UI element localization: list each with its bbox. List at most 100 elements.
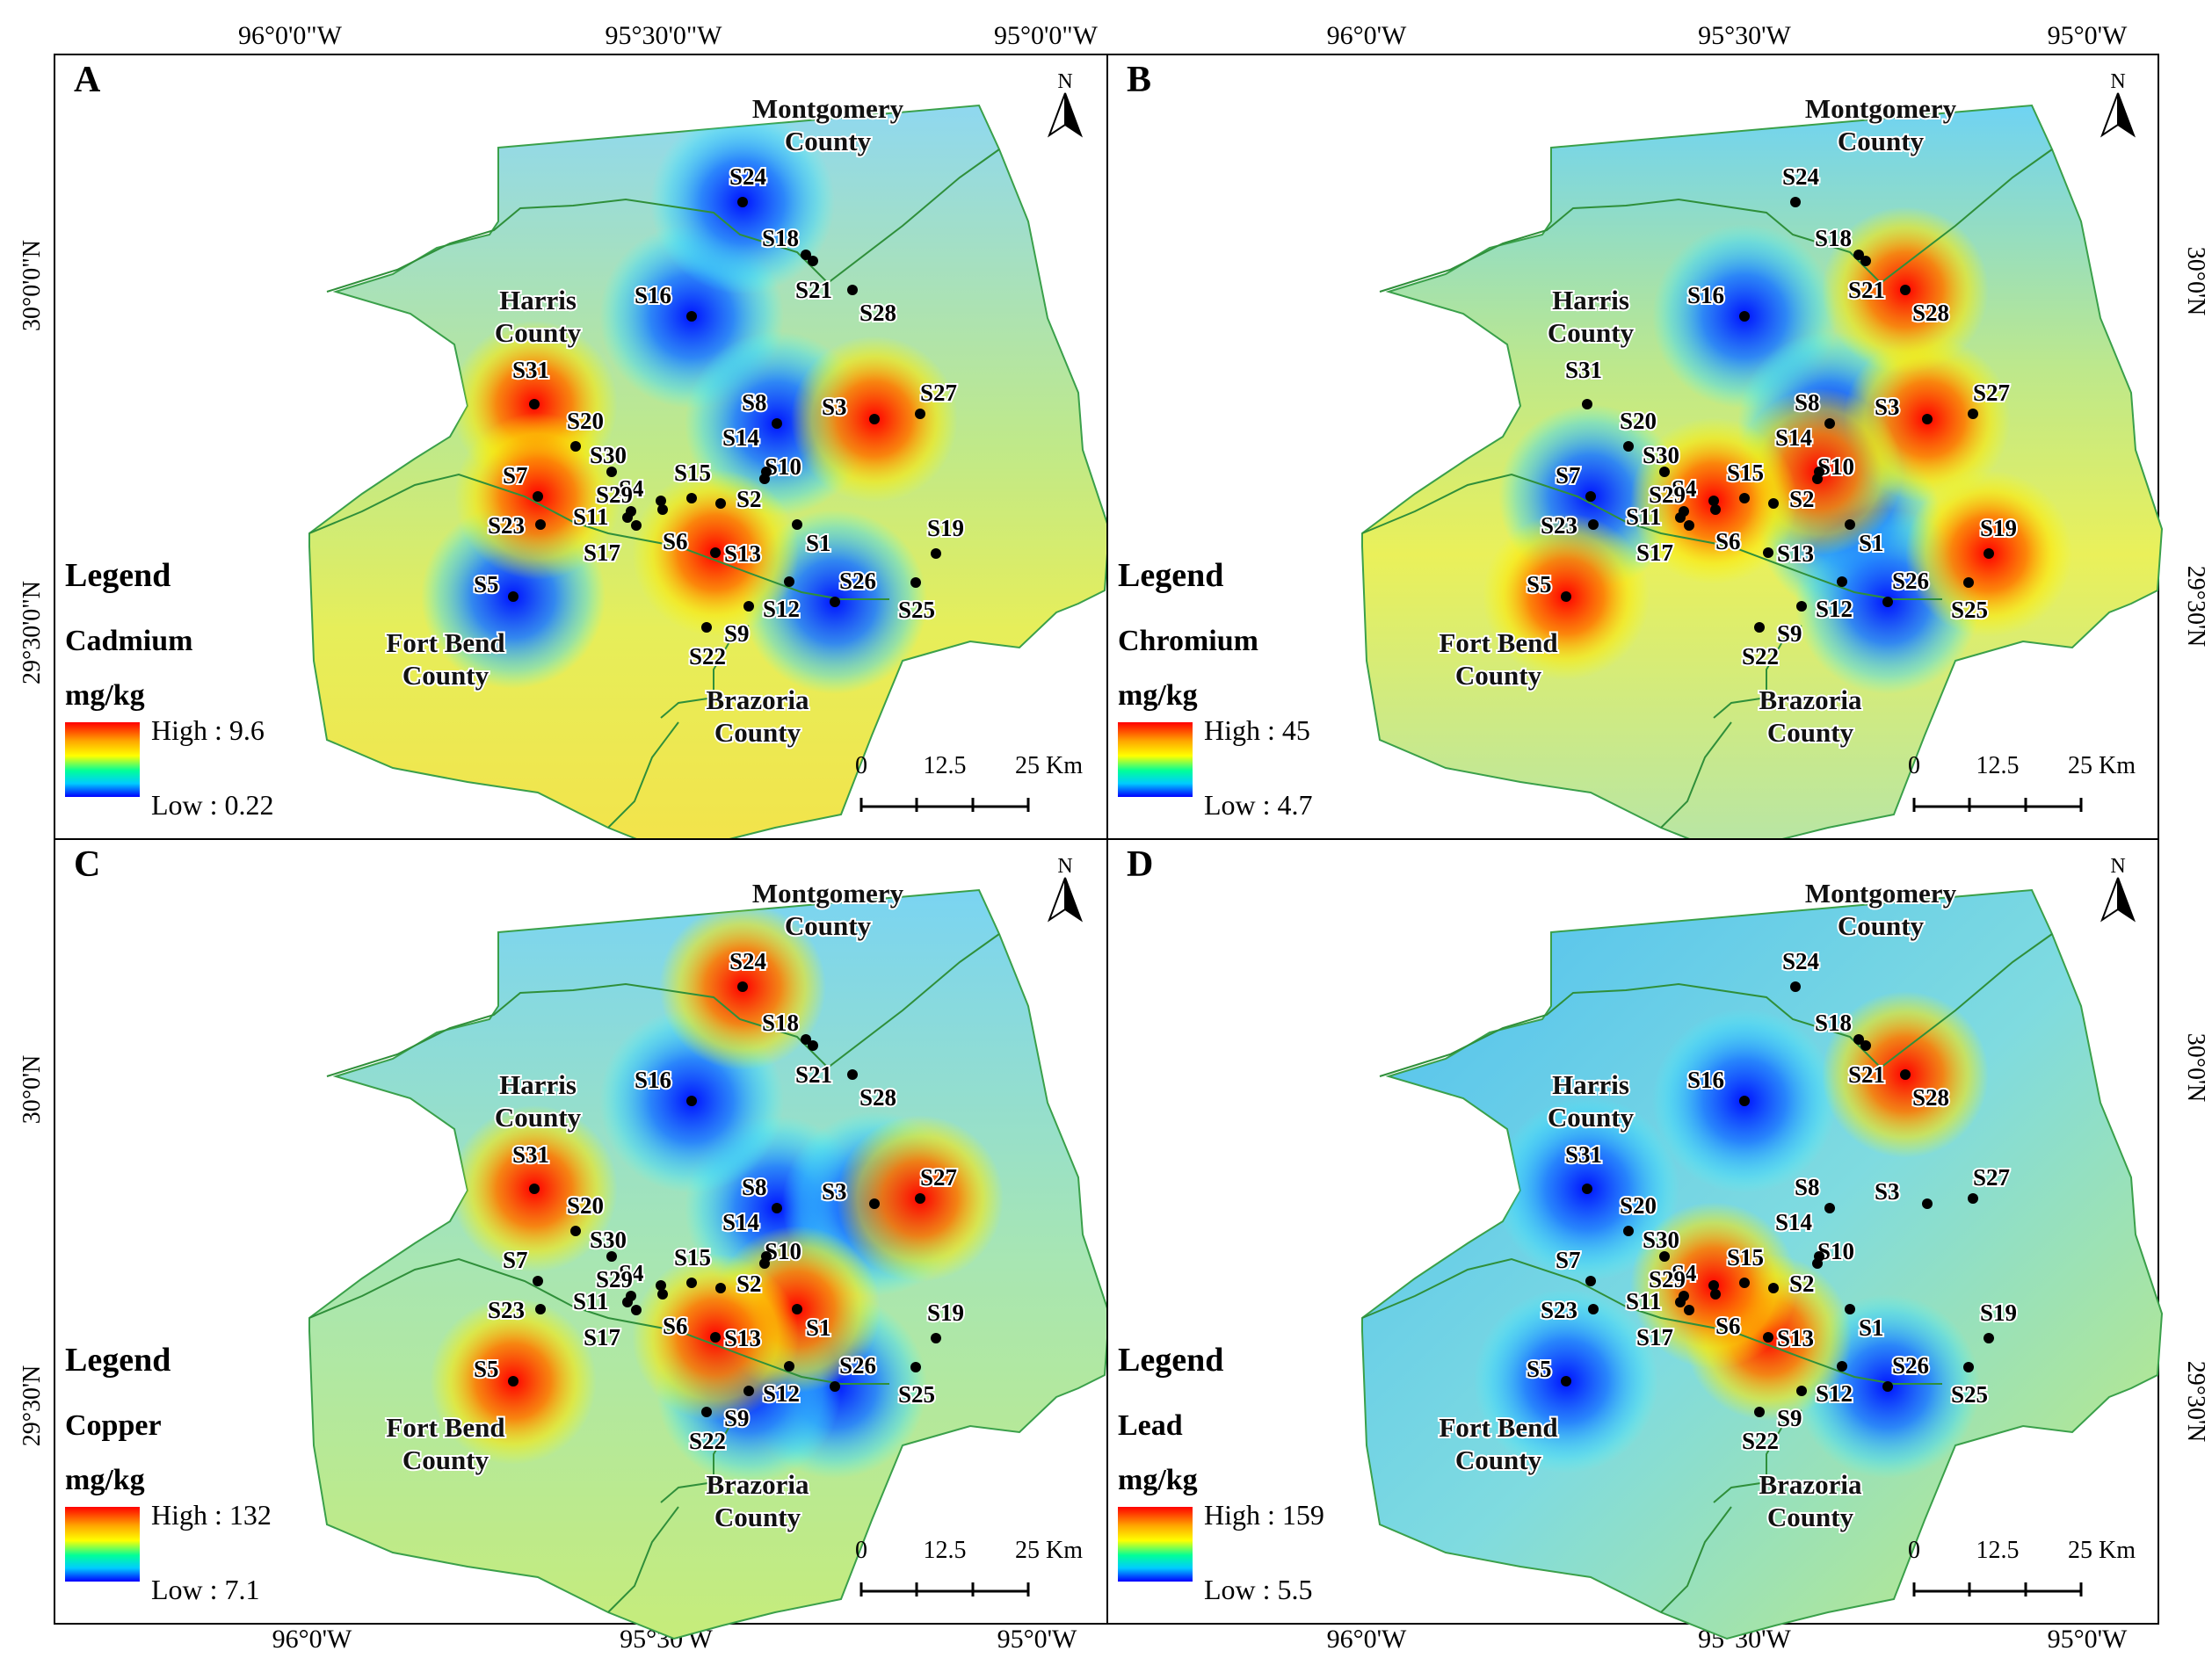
- legend-title: Legend: [1118, 1342, 1223, 1379]
- county-label-fort_bend: Fort Bend: [1439, 1412, 1557, 1443]
- site-marker-s23: [1588, 519, 1599, 530]
- north-label: N: [1057, 70, 1072, 93]
- site-label-s17: S17: [584, 539, 620, 566]
- site-marker-s14: [761, 467, 772, 477]
- site-label-s24: S24: [729, 948, 766, 974]
- site-marker-s27: [1968, 1193, 1978, 1204]
- site-marker-s13: [1763, 1332, 1773, 1343]
- site-label-s26: S26: [839, 1352, 876, 1379]
- site-marker-s18: [801, 1034, 811, 1045]
- site-label-s2: S2: [1789, 486, 1815, 512]
- site-label-s13: S13: [1777, 1325, 1814, 1351]
- panel-letter: C: [74, 844, 100, 885]
- site-label-s4: S4: [1672, 1260, 1697, 1286]
- site-marker-s14: [761, 1251, 772, 1262]
- legend-color-ramp: [1118, 1507, 1193, 1582]
- site-marker-s24: [737, 197, 748, 207]
- site-marker-s3: [1922, 414, 1933, 424]
- site-marker-s3: [1922, 1198, 1933, 1209]
- coord-lat-b-top: 30°0'N: [2182, 247, 2209, 315]
- site-label-s15: S15: [674, 1244, 711, 1271]
- county-label-fort_bend: County: [1455, 1444, 1542, 1475]
- site-marker-s22: [701, 622, 712, 633]
- county-boundary: [308, 1257, 889, 1385]
- site-marker-s18: [1853, 1034, 1864, 1045]
- site-marker-s25: [1963, 1362, 1974, 1372]
- site-marker-s5: [1561, 1376, 1571, 1386]
- site-label-s19: S19: [1980, 515, 2017, 541]
- site-marker-s21: [1860, 256, 1871, 266]
- site-label-s3: S3: [822, 1178, 847, 1205]
- site-label-s17: S17: [584, 1324, 620, 1350]
- site-label-s11: S11: [1626, 1288, 1662, 1314]
- county-label-brazoria: County: [1767, 1502, 1854, 1532]
- legend-low: Low : 0.22: [151, 789, 274, 821]
- site-marker-s26: [1882, 597, 1893, 607]
- site-label-s26: S26: [1892, 1352, 1929, 1379]
- legend-metal: Lead: [1118, 1409, 1183, 1442]
- legend-high: High : 45: [1204, 714, 1310, 746]
- panel-letter: D: [1127, 844, 1153, 885]
- site-label-s11: S11: [573, 1288, 609, 1314]
- site-marker-s29: [626, 1291, 636, 1301]
- site-label-s21: S21: [795, 1061, 832, 1088]
- county-label-harris: Harris: [499, 1069, 577, 1100]
- site-marker-s29: [1679, 506, 1689, 517]
- site-label-s10: S10: [765, 453, 801, 480]
- site-label-s24: S24: [729, 163, 766, 190]
- coord-top-mid-b: 95°30'W: [1698, 21, 1791, 50]
- legend-color-ramp: [65, 1507, 140, 1582]
- site-marker-s12: [784, 576, 794, 587]
- site-label-s15: S15: [1727, 460, 1764, 486]
- site-marker-s6: [657, 1289, 668, 1300]
- site-marker-s28: [1900, 285, 1911, 295]
- county-label-harris: County: [495, 1102, 582, 1133]
- site-marker-s12: [1837, 576, 1847, 587]
- site-label-s2: S2: [736, 1271, 762, 1297]
- site-label-s6: S6: [663, 528, 688, 554]
- site-label-s7: S7: [503, 1247, 528, 1273]
- north-arrow-icon: N: [2100, 70, 2136, 138]
- legend-unit: mg/kg: [65, 679, 145, 712]
- scale-tick-label: 0: [855, 752, 867, 779]
- site-label-s13: S13: [724, 1325, 761, 1351]
- site-label-s29: S29: [1649, 1266, 1686, 1292]
- county-label-fort_bend: Fort Bend: [386, 627, 504, 658]
- site-marker-s14: [1814, 1251, 1824, 1262]
- site-marker-s22: [1754, 622, 1765, 633]
- site-label-s19: S19: [927, 515, 964, 541]
- county-label-harris: Harris: [1552, 1069, 1629, 1100]
- site-marker-s6: [1710, 504, 1721, 515]
- site-label-s1: S1: [806, 530, 831, 556]
- site-marker-s8: [772, 418, 782, 429]
- county-label-harris: County: [1548, 1102, 1635, 1133]
- site-marker-s31: [529, 1184, 540, 1194]
- site-label-s31: S31: [512, 1141, 549, 1168]
- legend-unit: mg/kg: [1118, 1464, 1198, 1496]
- site-label-s4: S4: [619, 475, 644, 502]
- site-label-s8: S8: [742, 1174, 767, 1200]
- site-marker-s4: [1708, 1280, 1719, 1291]
- site-marker-s18: [1853, 250, 1864, 260]
- site-marker-s27: [915, 409, 925, 419]
- legend-unit: mg/kg: [65, 1464, 145, 1496]
- site-marker-s21: [808, 1040, 818, 1051]
- site-label-s29: S29: [596, 1266, 633, 1292]
- legend-title: Legend: [1118, 557, 1223, 594]
- scale-tick-label: 25 Km: [1015, 1537, 1083, 1564]
- site-label-s9: S9: [1777, 1405, 1802, 1431]
- site-label-s12: S12: [1816, 596, 1853, 622]
- site-marker-s16: [686, 1096, 697, 1106]
- coord-bottom-left-b: 96°0'W: [1327, 1625, 1407, 1654]
- site-marker-s4: [1708, 496, 1719, 506]
- site-label-s12: S12: [763, 1380, 800, 1407]
- county-boundary: [308, 473, 889, 600]
- county-label-brazoria: Brazoria: [1759, 1469, 1862, 1500]
- site-label-s20: S20: [567, 408, 604, 434]
- site-marker-s15: [1739, 493, 1750, 503]
- site-label-s14: S14: [1775, 1209, 1812, 1235]
